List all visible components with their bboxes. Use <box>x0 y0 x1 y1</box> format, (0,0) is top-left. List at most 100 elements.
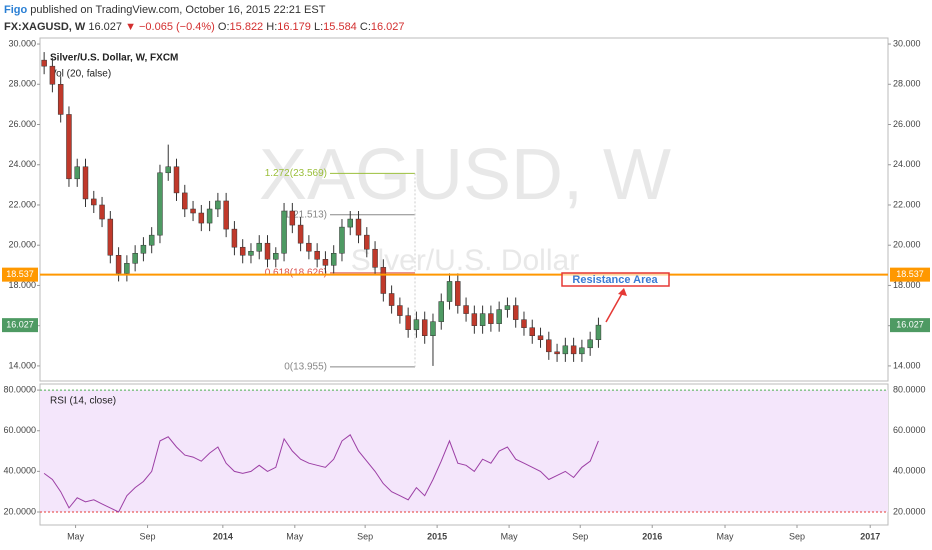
x-tick-label: May <box>717 531 735 541</box>
author[interactable]: Figo <box>4 4 28 16</box>
header: Figo published on TradingView.com, Octob… <box>4 2 405 36</box>
candle-body <box>430 321 436 336</box>
symbol: FX:XAGUSD, W <box>4 21 86 33</box>
rsi-band <box>40 390 888 512</box>
candle-body <box>579 347 585 355</box>
candle-body <box>165 166 171 174</box>
x-tick-label: 2014 <box>213 531 233 541</box>
last: 16.027 <box>88 21 122 33</box>
price-badge <box>2 267 38 282</box>
candle-body <box>570 345 577 355</box>
y-tick-label: 18.000 <box>893 280 921 290</box>
candle-body <box>521 319 527 328</box>
candle-body <box>297 224 304 244</box>
candle-body <box>41 59 47 67</box>
candle-body <box>537 335 544 341</box>
price-badge <box>890 267 930 282</box>
candle-body <box>289 210 296 226</box>
y-tick-label: 24.000 <box>893 159 921 169</box>
candle-body <box>248 250 254 256</box>
y-tick-label: 26.000 <box>893 119 921 129</box>
price-badge-label: 18.537 <box>896 269 924 279</box>
x-tick-label: May <box>501 531 519 541</box>
candle-body <box>446 281 453 302</box>
y-tick-label: 22.000 <box>8 199 36 209</box>
ohlc-value: 15.584 <box>323 21 357 33</box>
price-badge <box>890 318 930 333</box>
candle-body <box>372 248 378 268</box>
candle-body <box>595 324 602 341</box>
candle-body <box>455 281 461 306</box>
y-tick-label: 20.000 <box>893 240 921 250</box>
chart-title: Silver/U.S. Dollar, W, FXCM <box>50 53 178 64</box>
candle-body <box>546 339 552 353</box>
y-tick-label: 26.000 <box>8 119 36 129</box>
candle-body <box>413 319 420 330</box>
candle-body <box>107 218 114 256</box>
watermark: Silver/U.S. Dollar <box>351 244 579 277</box>
price-badge <box>2 318 38 333</box>
y-tick-label: 20.0000 <box>3 506 36 516</box>
candle-body <box>99 204 105 220</box>
y-tick-label: 24.000 <box>8 159 36 169</box>
y-tick-label: 18.000 <box>8 280 36 290</box>
y-tick-label: 30.000 <box>8 38 36 48</box>
candle-body <box>124 263 130 274</box>
change: ▼ −0.065 (−0.4%) <box>125 21 215 33</box>
candle-body <box>49 65 56 85</box>
candle-body <box>330 253 337 266</box>
candle-body <box>322 259 329 266</box>
arrow-head <box>618 288 627 296</box>
candle-body <box>157 172 163 236</box>
fib-label: 1.272(23.569) <box>265 168 327 179</box>
candle-body <box>215 200 221 210</box>
candle-body <box>488 313 494 324</box>
candle-body <box>132 253 138 264</box>
candle-body <box>74 166 80 180</box>
annotation-box <box>561 272 670 287</box>
candle-body <box>148 234 155 246</box>
y-tick-label: 22.000 <box>893 199 921 209</box>
candle-body <box>239 246 246 256</box>
candle-body <box>355 218 362 236</box>
x-tick-label: May <box>286 531 304 541</box>
rsi-line <box>43 434 599 513</box>
annotation: Resistance Area <box>572 274 658 286</box>
ohlc-label: C: <box>359 21 371 33</box>
y-tick-label: 40.0000 <box>893 466 926 476</box>
published: published on TradingView.com, October 16… <box>30 4 326 16</box>
candle-body <box>82 166 89 200</box>
candle-body <box>529 327 535 336</box>
candle-body <box>264 242 271 260</box>
ohlc-label: L: <box>313 21 324 33</box>
candle-body <box>504 305 511 310</box>
candle-body <box>388 293 395 306</box>
fib-label: 1(21.513) <box>284 209 327 220</box>
candle-body <box>140 244 147 254</box>
candle-body <box>479 313 486 326</box>
y-tick-label: 40.0000 <box>3 466 36 476</box>
ohlc-value: 15.822 <box>229 21 264 33</box>
y-tick-label: 20.0000 <box>893 506 926 516</box>
candle-body <box>380 267 387 294</box>
rsi-title: RSI (14, close) <box>50 396 116 407</box>
candle-body <box>587 339 593 349</box>
y-tick-label: 14.000 <box>8 360 36 370</box>
y-tick-label: 20.000 <box>8 240 36 250</box>
fib-label: 0(13.955) <box>284 361 327 372</box>
ohlc-label: H: <box>266 21 278 33</box>
price-pane <box>39 37 889 382</box>
candle-body <box>562 345 569 355</box>
candle-body <box>364 234 370 250</box>
candle-body <box>57 84 64 115</box>
candle-body <box>91 198 97 206</box>
ohlc-value: 16.027 <box>370 21 405 33</box>
x-tick-label: Sep <box>140 531 156 541</box>
candle-body <box>231 228 238 248</box>
candle-body <box>198 212 205 224</box>
candle-body <box>206 208 213 224</box>
fib-label: 0.618(18.626) <box>265 267 327 278</box>
candle-body <box>173 166 180 194</box>
arrow <box>605 289 625 323</box>
